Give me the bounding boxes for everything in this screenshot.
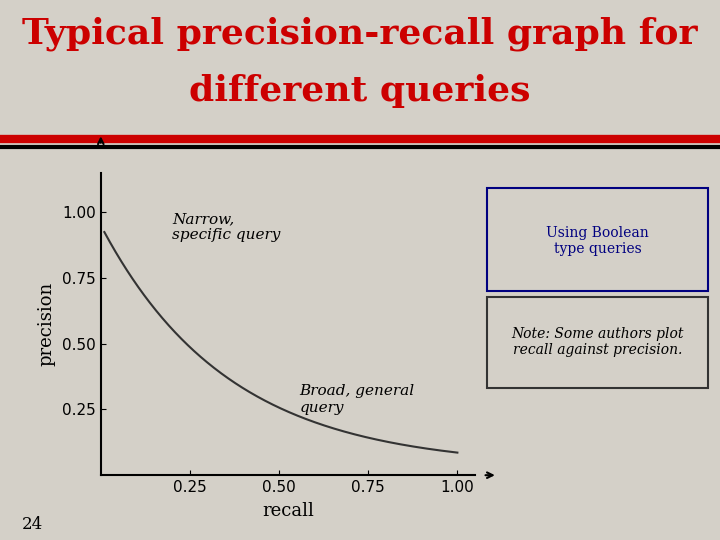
X-axis label: recall: recall: [262, 502, 314, 520]
Text: Note: Some authors plot
recall against precision.: Note: Some authors plot recall against p…: [511, 327, 684, 357]
Text: 24: 24: [22, 516, 43, 533]
FancyBboxPatch shape: [487, 188, 708, 291]
FancyBboxPatch shape: [487, 297, 708, 388]
Y-axis label: precision: precision: [37, 282, 55, 366]
Text: Typical precision-recall graph for: Typical precision-recall graph for: [22, 16, 698, 51]
Text: Narrow,
specific query: Narrow, specific query: [172, 212, 280, 242]
Text: Broad, general
query: Broad, general query: [300, 384, 414, 415]
Text: Using Boolean
type queries: Using Boolean type queries: [546, 226, 649, 256]
Text: different queries: different queries: [189, 74, 531, 107]
